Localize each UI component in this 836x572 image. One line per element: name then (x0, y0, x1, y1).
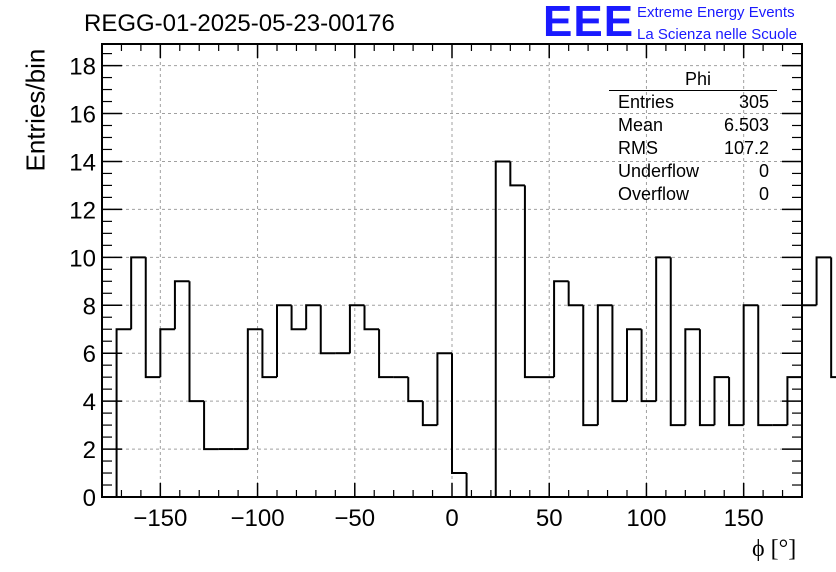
histogram-series (115, 160, 836, 498)
grid-lines (102, 44, 802, 497)
stats-label: Mean (618, 115, 664, 135)
histogram-bin (319, 305, 336, 355)
histogram-bin (203, 401, 219, 451)
axis-ticks (102, 44, 802, 498)
stats-label: Underflow (618, 161, 700, 181)
y-tick-label: 10 (69, 245, 96, 272)
x-tick-label: −150 (133, 505, 187, 532)
histogram-bin (567, 281, 584, 307)
stats-value: 6.503 (723, 115, 769, 135)
stats-box: Phi Entries 305 Mean 6.503 RMS 107.2 Underf… (609, 68, 777, 206)
y-tick-label: 12 (69, 197, 96, 224)
x-tick-label: 150 (724, 505, 764, 532)
histogram-bin (815, 256, 832, 306)
logo-line-1: Extreme Energy Events (637, 4, 795, 21)
histogram-bin (713, 376, 730, 426)
y-tick-label: 18 (69, 54, 96, 81)
histogram-bin (290, 305, 307, 331)
histogram-bin (494, 160, 511, 497)
stats-value: 107.2 (723, 138, 769, 158)
histogram-bin (757, 305, 773, 427)
histogram-bin (276, 304, 292, 378)
histogram-bin (684, 328, 700, 426)
histogram-bin (640, 329, 657, 403)
eee-logo: EEE (543, 0, 635, 46)
y-axis-label: Entries/bin (20, 48, 51, 172)
histogram-bin (261, 329, 277, 379)
histogram-bin (451, 353, 467, 475)
stats-label: Overflow (618, 184, 690, 204)
stats-value: 0 (758, 161, 769, 181)
histogram-bin (144, 257, 161, 379)
stats-row: RMS 107.2 (609, 137, 777, 160)
x-axis-label: ϕ [°] (752, 536, 797, 562)
stats-row: Overflow 0 (609, 183, 777, 206)
histogram-bin (378, 329, 394, 379)
x-tick-label: 100 (626, 505, 666, 532)
histogram-bin (553, 280, 569, 378)
stats-label: Entries (618, 92, 675, 112)
histogram-bin (159, 328, 175, 378)
axis-tick-labels: −150 −100 −50 0 50 100 150 0 2 4 6 8 10 12 14 16 18 (69, 54, 763, 532)
x-tick-label: 0 (445, 505, 458, 532)
y-tick-label: 14 (69, 149, 96, 176)
y-tick-label: 2 (83, 437, 96, 464)
histogram-bin (582, 305, 598, 427)
histogram-bin (363, 305, 380, 331)
histogram-bin (348, 304, 365, 354)
y-tick-label: 8 (83, 293, 96, 320)
histogram-bin (305, 304, 321, 330)
stats-title: Phi (609, 68, 777, 91)
histogram-bin (655, 256, 671, 402)
histogram-bin (523, 185, 540, 379)
y-tick-label: 4 (83, 389, 96, 416)
x-tick-label: −50 (334, 505, 375, 532)
histogram-bin (188, 281, 205, 403)
stats-row: Mean 6.503 (609, 114, 777, 137)
histogram-bin (407, 377, 423, 403)
histogram-bin (626, 328, 642, 402)
histogram-bin (130, 256, 146, 330)
histogram-bin (611, 305, 627, 403)
histogram-bin (596, 304, 613, 426)
y-tick-label: 16 (69, 102, 96, 129)
histogram-bin (669, 257, 686, 427)
x-tick-label: −100 (231, 505, 285, 532)
histogram-bin (421, 401, 438, 427)
histogram-bin (246, 328, 263, 450)
histogram-bin (830, 257, 836, 379)
stats-row: Underflow 0 (609, 160, 777, 183)
stats-label: RMS (618, 138, 658, 158)
stats-value: 305 (738, 92, 769, 112)
chart-title: REGG-01-2025-05-23-00176 (84, 10, 395, 37)
histogram-bin (115, 328, 132, 497)
logo-line-2: La Scienza nelle Scuole (637, 26, 798, 43)
histogram-bin (742, 304, 759, 426)
histogram-bin (801, 304, 817, 378)
x-tick-label: 50 (536, 505, 563, 532)
y-tick-label: 0 (83, 485, 96, 512)
stats-value: 0 (758, 184, 769, 204)
histogram-bin (436, 352, 452, 426)
histogram-bin (728, 377, 744, 427)
histogram-bin (465, 473, 482, 498)
histogram-bin (173, 280, 190, 330)
y-tick-label: 6 (83, 341, 96, 368)
stats-row: Entries 305 (609, 91, 777, 114)
histogram-bin (509, 161, 525, 187)
histogram-bin (698, 329, 715, 427)
